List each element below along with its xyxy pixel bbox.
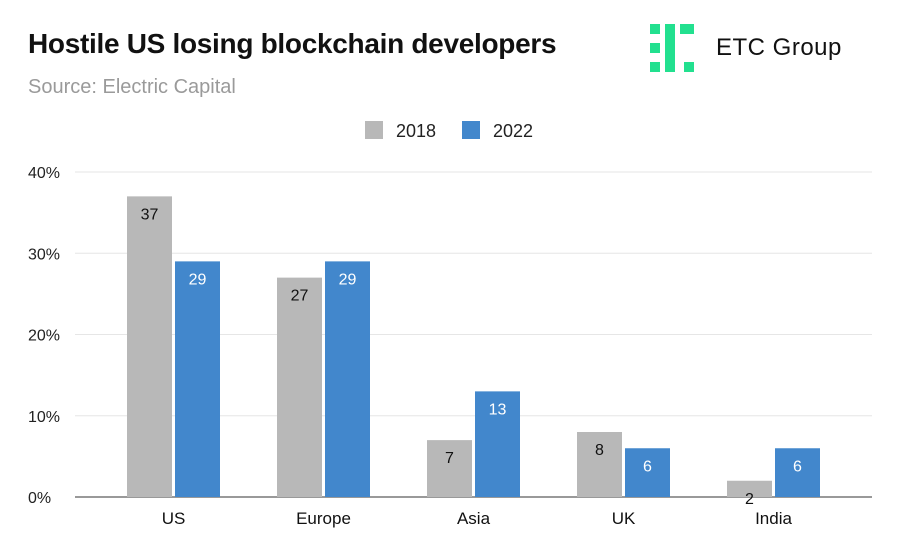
bars: [127, 196, 820, 497]
chart-title: Hostile US losing blockchain developers: [28, 28, 557, 59]
x-axis-ticks: US Europe Asia UK India: [162, 509, 793, 528]
y-tick-label: 10%: [28, 409, 60, 426]
data-label-2018-uk: 8: [595, 442, 604, 459]
brand-name: ETC Group: [716, 34, 842, 61]
bar-2018-europe: [277, 277, 322, 497]
x-tick-label: Asia: [457, 509, 491, 528]
bar-2018-india: [727, 480, 772, 497]
data-labels: 37 29 27 29 7 13 8 6 2 6: [141, 206, 802, 507]
data-label-2018-europe: 27: [291, 288, 309, 305]
y-tick-label: 20%: [28, 328, 60, 345]
data-label-2018-asia: 7: [445, 450, 454, 467]
chart-source: Source: Electric Capital: [28, 76, 236, 98]
bar-2022-asia: [475, 391, 520, 497]
data-label-2022-europe: 29: [339, 271, 357, 288]
logo-block: [650, 43, 660, 53]
data-label-2018-us: 37: [141, 206, 159, 223]
logo-block: [665, 24, 675, 72]
brand-logo: ETC Group: [650, 24, 842, 72]
data-label-2022-asia: 13: [489, 401, 507, 418]
logo-block: [680, 24, 694, 34]
logo-block: [650, 24, 660, 34]
legend-label-2018: 2018: [396, 121, 436, 141]
bar-2018-uk: [577, 432, 622, 497]
bar-2022-india: [775, 448, 820, 497]
logo-block: [650, 62, 660, 72]
y-tick-label: 0%: [28, 490, 51, 507]
data-label-2022-india: 6: [793, 458, 802, 475]
etc-logo-icon: [650, 24, 694, 72]
bar-2022-uk: [625, 448, 670, 497]
bar-2018-asia: [427, 440, 472, 497]
bar-2022-us: [175, 261, 220, 497]
x-tick-label: Europe: [296, 509, 351, 528]
data-label-2022-us: 29: [189, 271, 207, 288]
data-label-2022-uk: 6: [643, 458, 652, 475]
logo-block: [684, 62, 694, 72]
x-tick-label: India: [755, 509, 792, 528]
y-axis-ticks: 0% 10% 20% 30% 40%: [28, 165, 60, 507]
x-tick-label: UK: [612, 509, 636, 528]
data-label-2018-india: 2: [745, 491, 754, 508]
legend-label-2022: 2022: [493, 121, 533, 141]
y-tick-label: 40%: [28, 165, 60, 182]
legend-swatch-2022: [462, 121, 480, 139]
legend: 2018 2022: [365, 121, 533, 141]
bar-2022-europe: [325, 261, 370, 497]
bar-2018-us: [127, 196, 172, 497]
x-tick-label: US: [162, 509, 186, 528]
y-tick-label: 30%: [28, 246, 60, 263]
legend-swatch-2018: [365, 121, 383, 139]
